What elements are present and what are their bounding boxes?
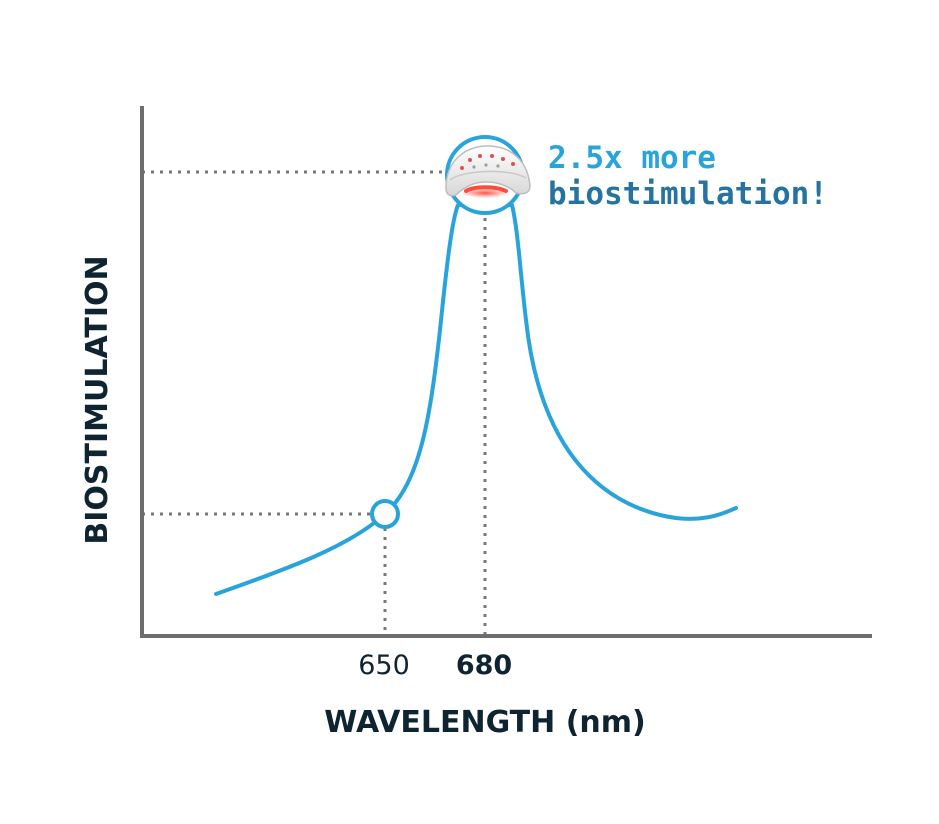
marker-650 xyxy=(370,499,400,529)
annotation-line-1: 2.5x more xyxy=(548,140,716,176)
x-axis-title: WAVELENGTH (nm) xyxy=(324,705,646,740)
helmet-icon xyxy=(445,145,531,198)
peak-marker xyxy=(445,135,531,215)
annotation-line-2: biostimulation! xyxy=(548,176,828,212)
x-tick-label-650: 650 xyxy=(358,650,410,681)
biostimulation-curve xyxy=(214,203,738,596)
y-axis-title: BIOSTIMULATION xyxy=(80,255,115,544)
x-tick-label-680: 680 xyxy=(456,650,512,681)
